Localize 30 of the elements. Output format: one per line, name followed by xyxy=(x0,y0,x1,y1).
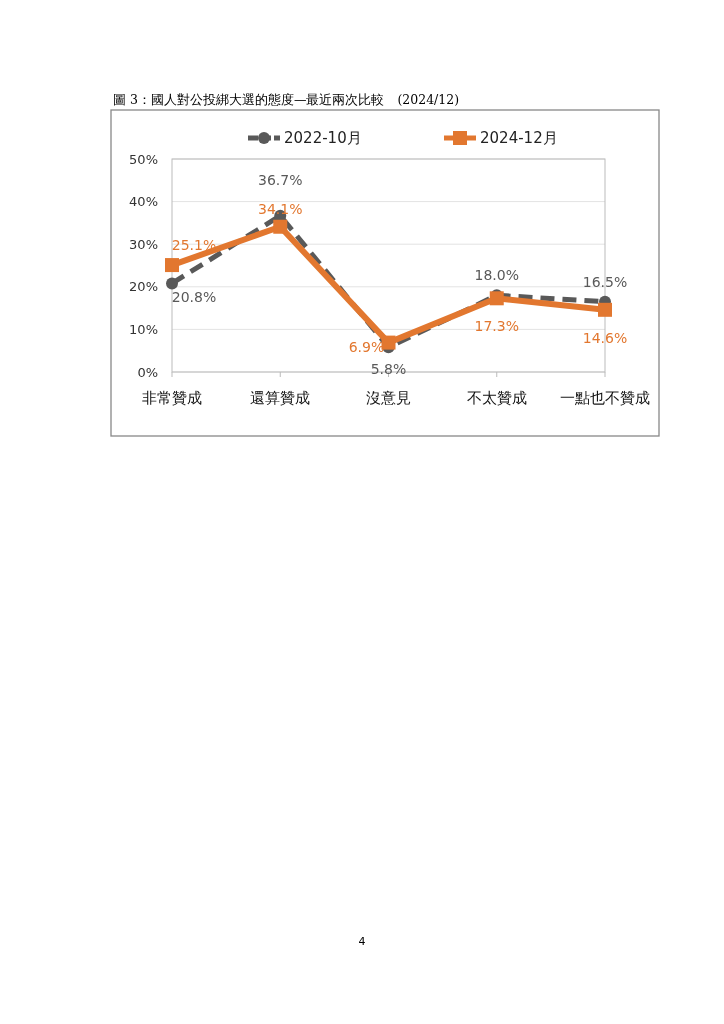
x-tick-label: 沒意見 xyxy=(366,389,411,407)
point xyxy=(489,291,504,306)
chart-title: 圖 3：國人對公投綁大選的態度—最近兩次比較 (2024/12) xyxy=(113,92,460,107)
y-tick-label: 40% xyxy=(129,194,158,210)
data-label: 6.9% xyxy=(348,338,385,355)
point xyxy=(166,277,178,290)
text: 4 xyxy=(358,935,366,948)
point xyxy=(598,302,612,317)
legend-label: 2024-12月 xyxy=(480,129,558,148)
x-tick-label: 非常贊成 xyxy=(142,389,202,407)
data-label: 36.7% xyxy=(258,171,303,188)
y-tick-label: 10% xyxy=(129,321,158,337)
x-tick-label: 不太贊成 xyxy=(466,389,527,407)
data-label: 34.1% xyxy=(258,200,303,217)
y-tick-label: 30% xyxy=(129,236,158,252)
data-label: 18.0% xyxy=(474,267,519,284)
data-label: 20.8% xyxy=(171,289,217,306)
y-tick-label: 0% xyxy=(137,364,158,380)
point xyxy=(165,258,179,273)
x-tick-label: 還算贊成 xyxy=(250,389,311,407)
data-label: 5.8% xyxy=(370,361,407,378)
y-tick-label: 20% xyxy=(129,279,158,295)
data-label: 14.6% xyxy=(582,329,628,346)
point xyxy=(273,219,288,234)
data-label: 25.1% xyxy=(171,236,217,253)
x-tick-label: 一點也不贊成 xyxy=(560,389,650,407)
data-label: 16.5% xyxy=(582,273,628,290)
y-tick-label: 50% xyxy=(129,151,158,167)
data-label: 17.3% xyxy=(474,318,519,335)
legend-label: 2022-10月 xyxy=(284,129,362,148)
